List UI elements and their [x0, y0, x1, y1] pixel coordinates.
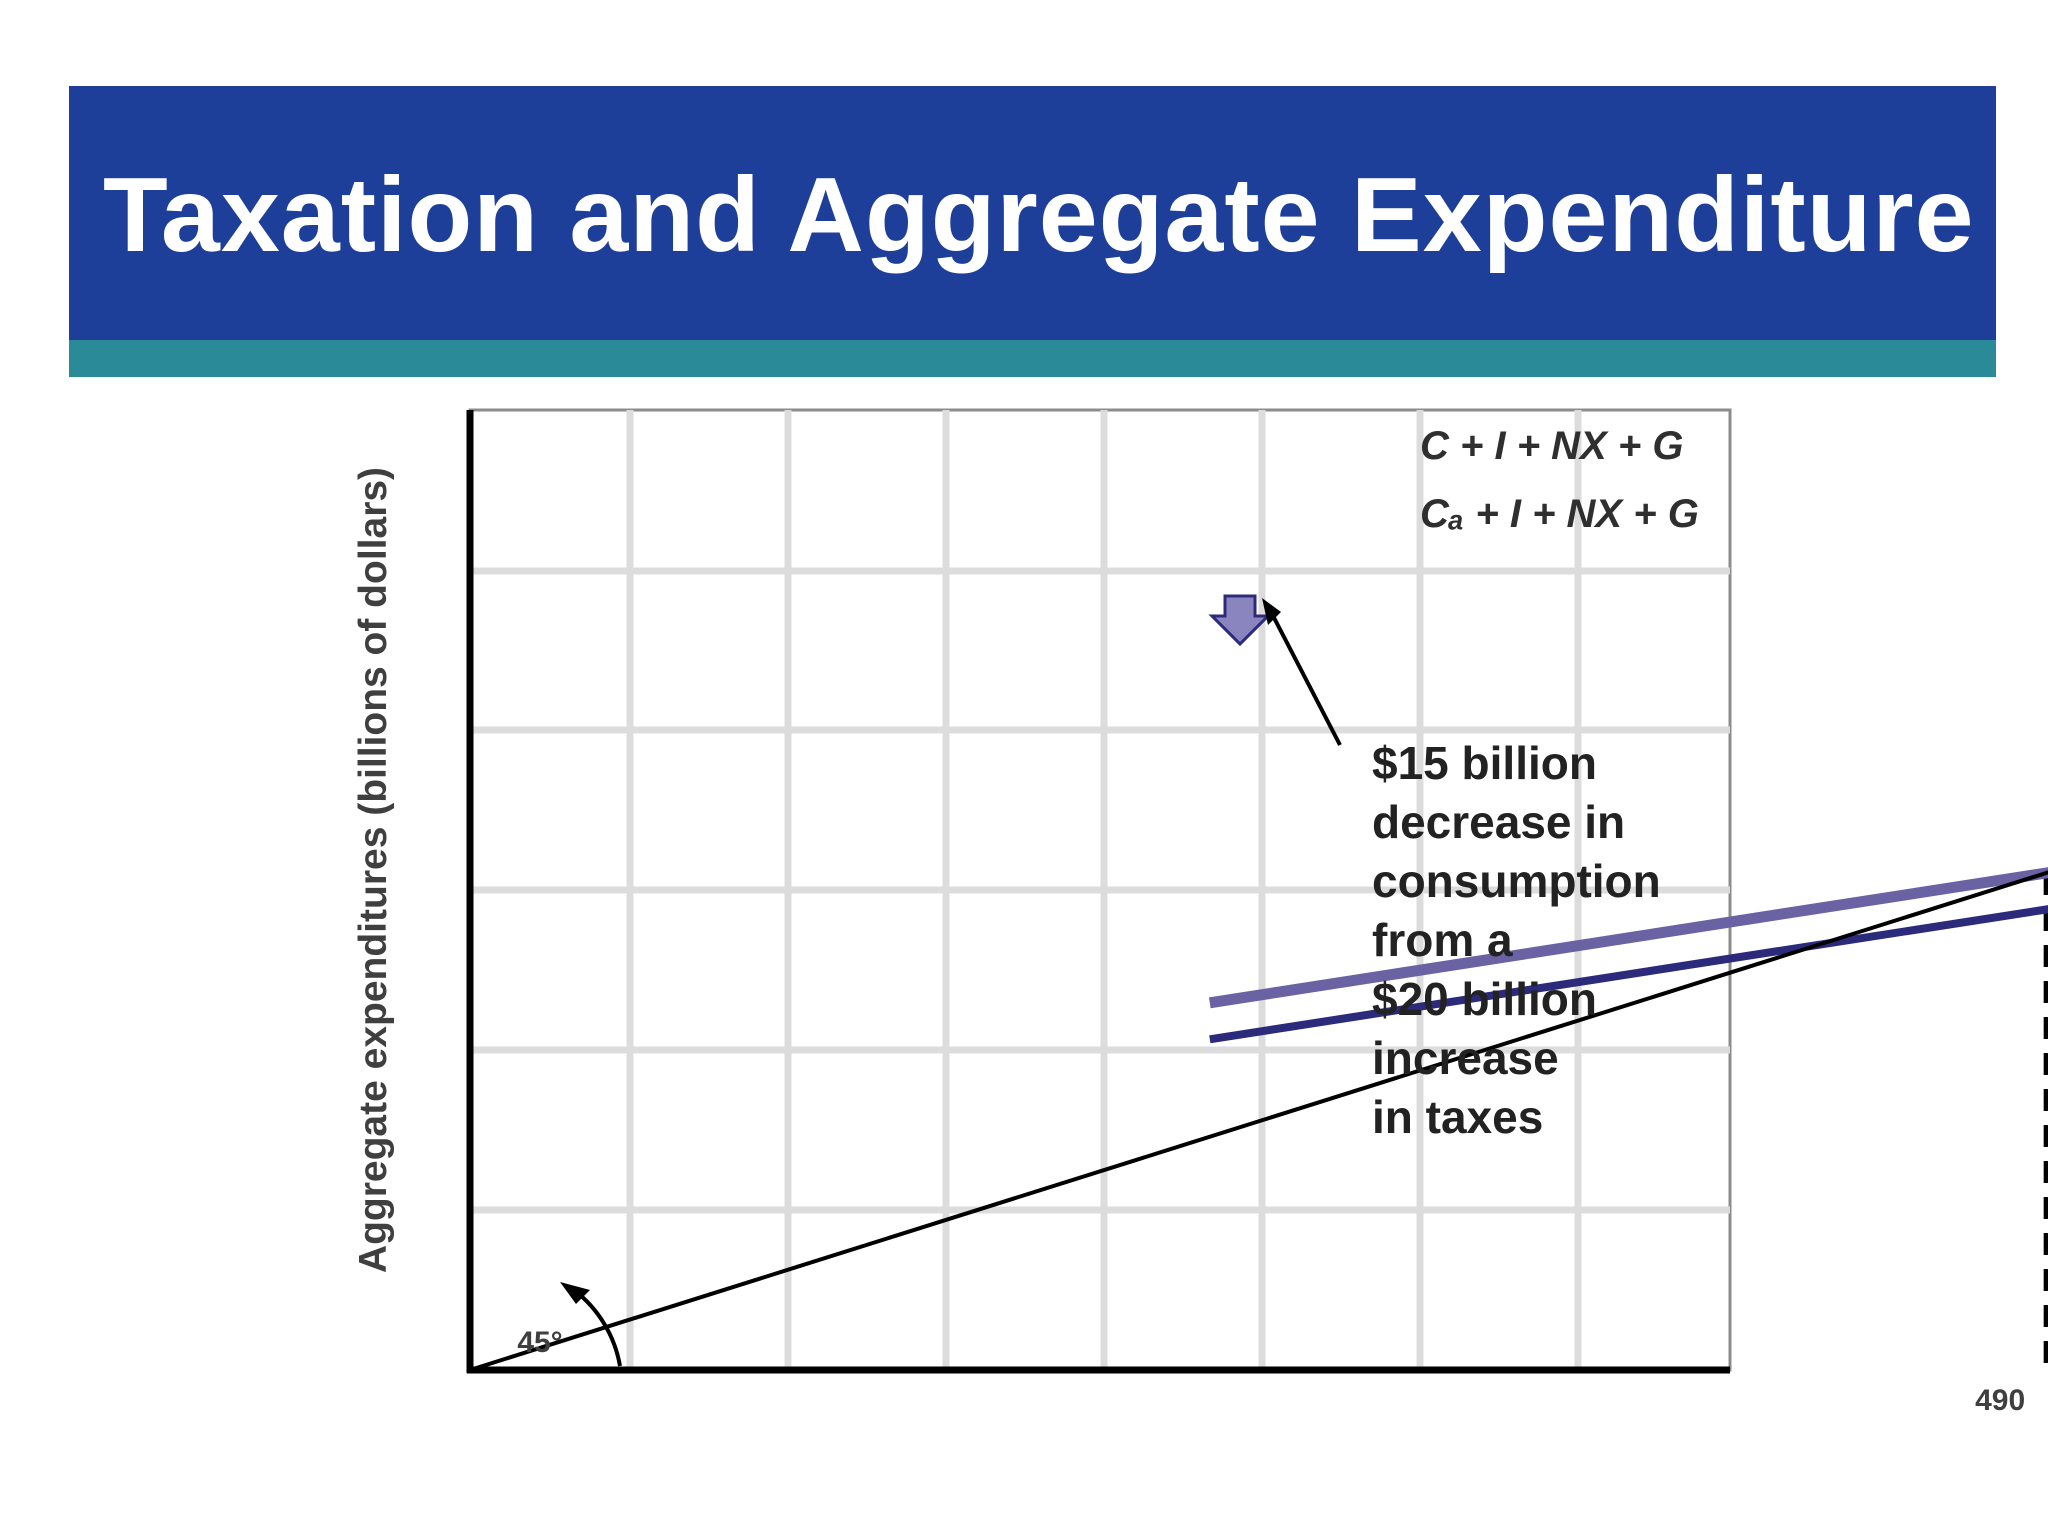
shift-down-arrow — [1208, 594, 1272, 647]
series-line-2 — [1209, 905, 2048, 1044]
tax-annotation: $15 billion decrease in consumption from a $… — [1372, 734, 1772, 1147]
shift-arrow-layer — [1208, 594, 1342, 746]
annotation-line-6: increase — [1372, 1032, 1559, 1084]
curve-label-1: C + I + NX + G — [1420, 424, 1683, 468]
equilibrium-drop-lines — [2043, 873, 2048, 1370]
angle-marker: 45° — [517, 1282, 622, 1367]
slide-title: Taxation and Aggregate Expenditure — [103, 156, 1975, 274]
angle-arrowhead — [560, 1282, 590, 1304]
annotation-leader-line — [1268, 609, 1342, 746]
curve-labels: C + I + NX + G Cₐ + I + NX + G — [1420, 424, 1699, 536]
line-45-degree — [469, 870, 2048, 1372]
annotation-line-7: in taxes — [1372, 1091, 1544, 1143]
grid-lines — [470, 410, 1730, 1370]
axes — [466, 410, 1730, 1374]
annotation-line-2: decrease in — [1372, 796, 1626, 848]
tick-labels: 490550 — [1975, 1384, 2025, 1417]
curve-label-2: Cₐ + I + NX + G — [1420, 492, 1699, 536]
accent-strip — [69, 340, 1996, 377]
series-layer — [469, 867, 2048, 1372]
title-band — [69, 86, 1996, 340]
annotation-line-5: $20 billion — [1372, 973, 1597, 1025]
leader-arrowhead — [1262, 598, 1281, 625]
annotation-line-1: $15 billion — [1372, 737, 1597, 789]
angle-label: 45° — [517, 1326, 562, 1359]
y-axis-label: Aggregate expenditures (billions of doll… — [352, 466, 395, 1274]
annotation-line-4: from a — [1372, 914, 1513, 966]
annotation-line-3: consumption — [1372, 855, 1661, 907]
x-tick-label-490: 490 — [1975, 1384, 2025, 1417]
